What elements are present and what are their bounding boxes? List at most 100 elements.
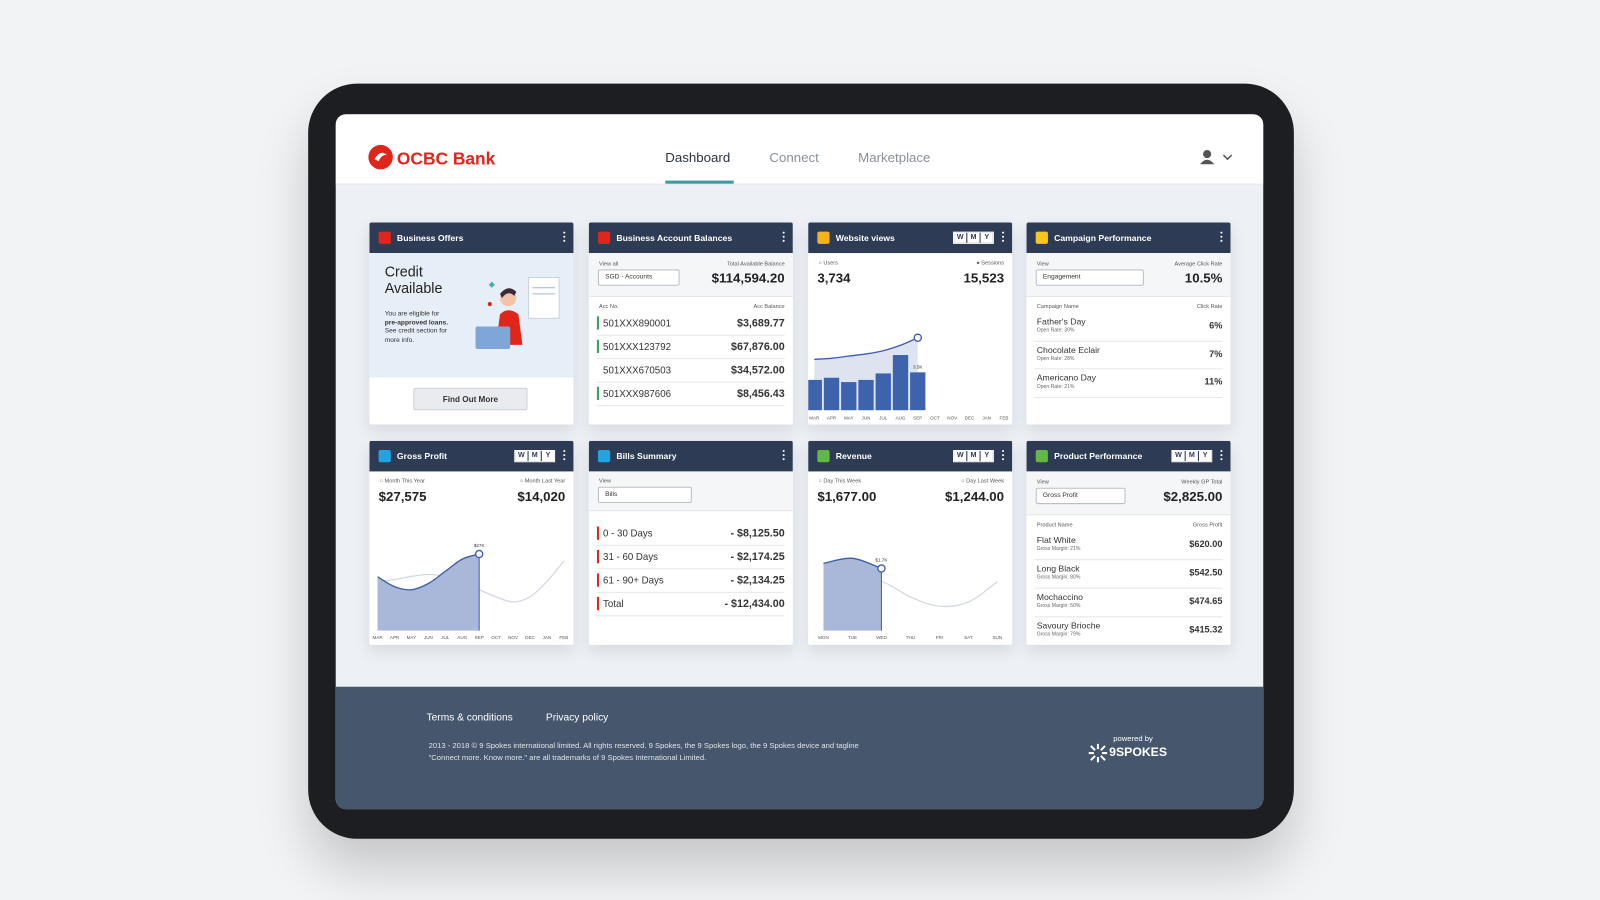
footer-link[interactable]: Privacy policy bbox=[545, 712, 609, 724]
period[interactable]: M bbox=[966, 451, 980, 462]
card-icon bbox=[817, 449, 830, 463]
column-header: Acc Balance bbox=[753, 304, 785, 311]
menu[interactable] bbox=[563, 231, 566, 244]
legend-text: Users bbox=[823, 260, 838, 267]
period[interactable]: M bbox=[1184, 451, 1198, 462]
menu[interactable] bbox=[1220, 449, 1223, 462]
button[interactable]: Find Out More bbox=[413, 387, 528, 411]
column-header: Gross Profit bbox=[1192, 522, 1223, 529]
line bbox=[814, 337, 919, 361]
footer-link[interactable]: Terms & conditions bbox=[426, 712, 513, 724]
bar bbox=[808, 379, 822, 411]
header: OCBC Bank Dashboard Connect Marketplace bbox=[335, 114, 1264, 185]
menu[interactable] bbox=[1002, 449, 1005, 462]
total: $2,825.00 bbox=[1163, 488, 1223, 505]
user-menu[interactable] bbox=[1199, 149, 1236, 165]
dropdown[interactable]: Engagement bbox=[1035, 269, 1144, 286]
nav-item[interactable]: Dashboard bbox=[665, 149, 731, 166]
x-tick-label: DEC bbox=[525, 635, 535, 640]
card-icon bbox=[378, 231, 391, 244]
brand: 9SPOKES bbox=[1109, 744, 1168, 760]
card-icon bbox=[1035, 231, 1048, 244]
nav-underline bbox=[665, 180, 734, 184]
dropdown[interactable]: Bills bbox=[597, 486, 692, 504]
row-marker bbox=[597, 363, 599, 376]
dropdown[interactable]: SGD - Accounts bbox=[597, 269, 680, 286]
period[interactable]: Y bbox=[540, 451, 555, 462]
footer: Terms & conditions Privacy policy 2013 -… bbox=[335, 686, 1264, 810]
x-tick-label: WED bbox=[876, 635, 887, 640]
line bbox=[823, 557, 882, 570]
powered-by: powered by bbox=[1113, 733, 1153, 743]
row-value: $3,689.77 bbox=[737, 317, 785, 330]
card-header: Gross Profit W M Y bbox=[369, 440, 574, 472]
nav-item[interactable]: Marketplace bbox=[858, 149, 931, 166]
logo-icon bbox=[368, 144, 393, 170]
label: View bbox=[598, 478, 612, 485]
x-tick-label: AUG bbox=[457, 635, 467, 640]
period[interactable]: M bbox=[527, 451, 541, 462]
bar bbox=[858, 379, 874, 411]
row-label: Chocolate Eclair bbox=[1036, 344, 1100, 355]
copyright: "Connect more. Know more." are all trade… bbox=[428, 753, 707, 763]
menu[interactable] bbox=[782, 231, 785, 244]
menu[interactable] bbox=[563, 449, 566, 462]
period[interactable]: Y bbox=[979, 451, 993, 462]
period[interactable]: W bbox=[1172, 451, 1185, 462]
row-marker bbox=[596, 549, 599, 564]
menu[interactable] bbox=[782, 449, 785, 462]
card-header: Website views W M Y bbox=[808, 222, 1013, 254]
card-title: Bills Summary bbox=[616, 451, 677, 462]
period[interactable]: M bbox=[966, 232, 980, 243]
row-value: - $12,434.00 bbox=[724, 597, 785, 611]
dropdown[interactable]: Gross Profit bbox=[1035, 487, 1126, 505]
card-header: Bills Summary bbox=[588, 440, 793, 472]
x-tick-label: MAY bbox=[844, 415, 854, 420]
x-tick-label: MAY bbox=[407, 635, 417, 640]
x-tick-label: TUE bbox=[848, 635, 857, 640]
bar bbox=[892, 355, 909, 411]
x-tick-label: OCT bbox=[930, 415, 940, 420]
card-icon bbox=[597, 231, 611, 244]
x-tick-label: OCT bbox=[491, 635, 501, 640]
menu[interactable] bbox=[1220, 231, 1223, 244]
x-tick-label: THU bbox=[906, 635, 915, 640]
row-marker bbox=[596, 386, 599, 400]
chart: $27K MAR APR MAY JUN JUL AUG SEP OCT NOV DEC JAN FEB bbox=[372, 543, 568, 640]
legend: ○ Day Last Week bbox=[961, 478, 1005, 485]
row-sub: Gross Margin: 79% bbox=[1036, 631, 1081, 638]
brand-icon bbox=[1088, 743, 1108, 763]
banner-text: You are eligible for pre-approved loans. S… bbox=[385, 310, 467, 345]
point bbox=[877, 564, 886, 573]
card-header: Product Performance W M Y bbox=[1026, 440, 1231, 472]
card: Website views W M Y ○ Users 3,734 ● Session… bbox=[808, 222, 1013, 425]
logo-text: OCBC Bank bbox=[396, 148, 496, 169]
list-row: Long Black Gross Margin: 80% $542.50 bbox=[1034, 560, 1223, 589]
period[interactable]: Y bbox=[979, 232, 993, 243]
period[interactable]: W bbox=[515, 451, 528, 462]
period[interactable]: W bbox=[954, 232, 967, 243]
legend: ○ Month Last Year bbox=[519, 478, 566, 485]
row-value: $67,876.00 bbox=[731, 340, 785, 354]
row-value: $542.50 bbox=[1189, 567, 1223, 578]
text-line: pre-approved loans. bbox=[384, 318, 449, 327]
period[interactable]: W bbox=[954, 451, 967, 462]
card: Business Account Balances View all SGD -… bbox=[588, 222, 793, 425]
row-label: 0 - 30 Days bbox=[603, 528, 653, 540]
nav-item[interactable]: Connect bbox=[769, 149, 819, 166]
x-tick-label: SEP bbox=[913, 415, 922, 420]
legend: ○ Day This Week bbox=[818, 478, 862, 485]
x-tick-label: APR bbox=[390, 635, 400, 640]
list-row: Chocolate Eclair Open Rate: 28% 7% bbox=[1034, 341, 1223, 370]
menu[interactable] bbox=[1002, 231, 1005, 244]
card: Gross Profit W M Y ○ Month This Year $27,57… bbox=[369, 440, 574, 645]
row-label: 61 - 90+ Days bbox=[603, 575, 664, 587]
period[interactable]: Y bbox=[1197, 451, 1212, 462]
x-tick-label: MAR bbox=[809, 415, 820, 420]
bar bbox=[875, 373, 891, 411]
